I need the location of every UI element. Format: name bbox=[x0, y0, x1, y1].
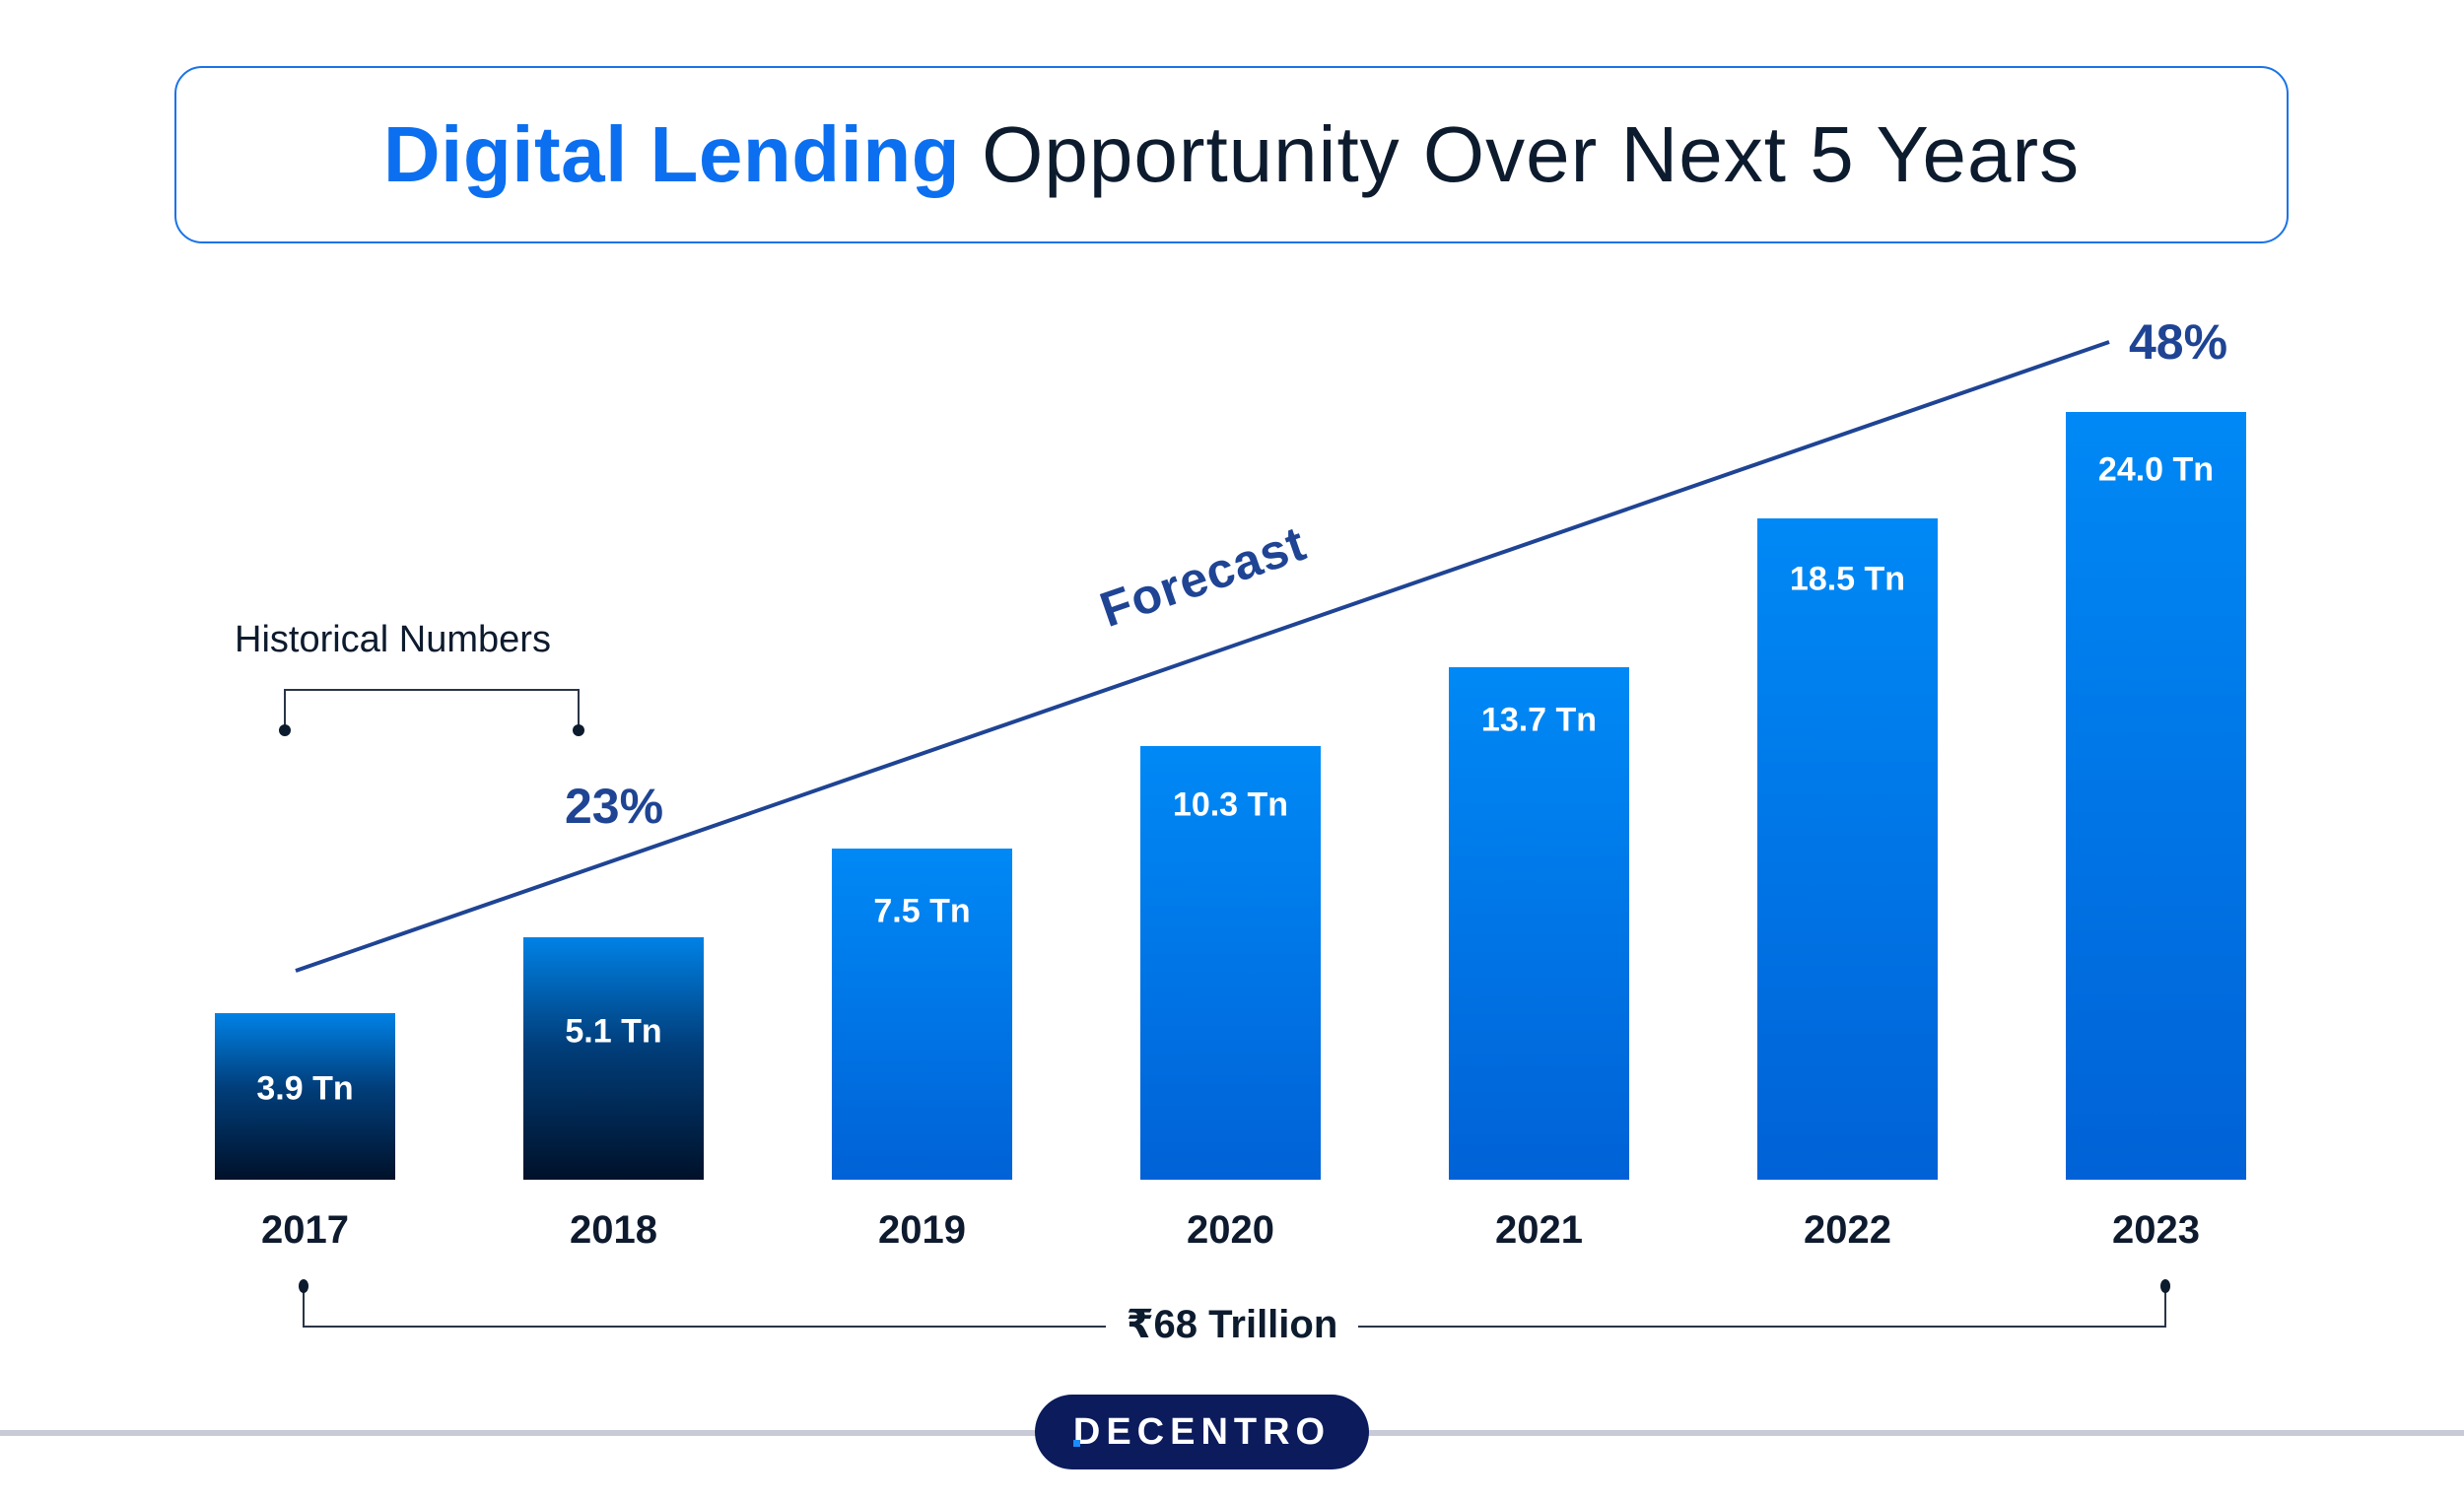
bar-2022: 18.5 Tn bbox=[1757, 518, 1938, 1180]
bar-2017: 3.9 Tn bbox=[215, 1013, 395, 1180]
bar-2021: 13.7 Tn bbox=[1449, 667, 1629, 1180]
year-label-2020: 2020 bbox=[1187, 1208, 1274, 1252]
year-label-2018: 2018 bbox=[570, 1208, 657, 1252]
bar-value: 18.5 Tn bbox=[1789, 560, 1906, 598]
bar-value: 13.7 Tn bbox=[1480, 701, 1598, 739]
logo-mark-icon bbox=[1072, 1439, 1080, 1447]
title-rest: Opportunity Over Next 5 Years bbox=[982, 110, 2081, 198]
title-accent: Digital Lending bbox=[382, 110, 961, 198]
trend-line bbox=[295, 340, 2110, 973]
bar-value: 5.1 Tn bbox=[565, 1012, 662, 1051]
year-label-2017: 2017 bbox=[261, 1208, 349, 1252]
historical-numbers-label: Historical Numbers bbox=[235, 619, 551, 660]
decentro-logo: DECENTRO bbox=[1035, 1395, 1369, 1469]
bar-value: 7.5 Tn bbox=[873, 892, 971, 930]
bar-value: 3.9 Tn bbox=[256, 1069, 354, 1108]
end-growth-label: 48% bbox=[2129, 314, 2228, 370]
bar-2019: 7.5 Tn bbox=[832, 849, 1012, 1180]
logo-wordmark: DECENTRO bbox=[1072, 1410, 1332, 1453]
year-label-2023: 2023 bbox=[2112, 1208, 2200, 1252]
start-growth-label: 23% bbox=[565, 779, 664, 834]
historical-bracket bbox=[279, 689, 584, 736]
bar-2020: 10.3 Tn bbox=[1140, 746, 1321, 1180]
logo-text: DECENTRO bbox=[1072, 1410, 1332, 1454]
title-box: Digital Lending Opportunity Over Next 5 … bbox=[174, 66, 2289, 243]
year-label-2021: 2021 bbox=[1495, 1208, 1583, 1252]
bar-2018: 5.1 Tn bbox=[523, 937, 704, 1180]
bar-value: 24.0 Tn bbox=[2097, 450, 2215, 489]
bar-value: 10.3 Tn bbox=[1172, 785, 1289, 824]
total-label: ₹68 Trillion bbox=[1106, 1302, 1358, 1347]
bar-2023: 24.0 Tn bbox=[2066, 412, 2246, 1180]
year-label-2022: 2022 bbox=[1804, 1208, 1891, 1252]
year-label-2019: 2019 bbox=[878, 1208, 966, 1252]
